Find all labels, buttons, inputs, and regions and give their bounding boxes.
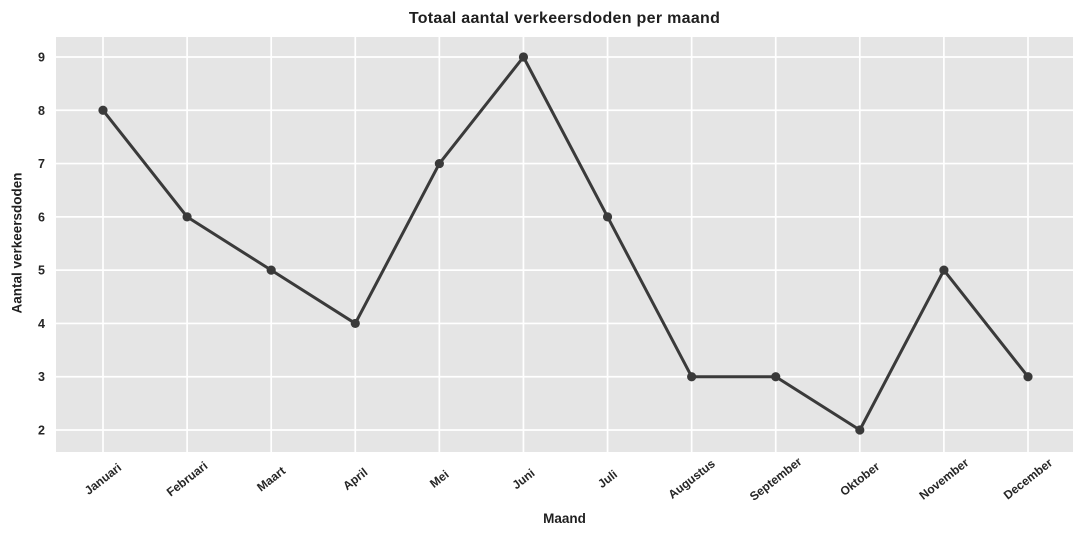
- x-tick-label: Oktober: [837, 459, 882, 499]
- data-point-marker: [687, 372, 697, 382]
- y-tick-label: 3: [38, 370, 45, 384]
- x-axis-label: Maand: [543, 511, 586, 526]
- plot-area: [56, 37, 1073, 452]
- chart-title: Totaal aantal verkeersdoden per maand: [408, 10, 721, 27]
- x-tick-label: Januari: [82, 460, 124, 497]
- data-point-marker: [518, 52, 529, 62]
- y-tick-label: 8: [38, 104, 45, 118]
- data-point-marker: [182, 212, 192, 222]
- y-tick-label: 7: [38, 157, 45, 171]
- y-tick-label: 2: [38, 424, 45, 438]
- data-point-marker: [602, 212, 613, 222]
- data-point-marker: [855, 425, 865, 435]
- x-tick-label: Juli: [595, 467, 620, 491]
- x-tick-label: November: [916, 455, 971, 502]
- data-line: [101, 55, 1030, 432]
- x-tick-label: Augustus: [666, 456, 718, 501]
- data-point-marker: [1023, 372, 1033, 382]
- data-point-marker: [434, 158, 444, 169]
- data-point-marker: [266, 265, 276, 275]
- x-tick-label: Februari: [164, 459, 210, 500]
- x-tick-label: Maart: [254, 464, 288, 495]
- data-point-marker: [350, 318, 360, 329]
- x-tick-label: April: [340, 465, 370, 493]
- data-point-marker: [771, 372, 781, 382]
- y-tick-label: 5: [38, 264, 45, 278]
- data-point-marker: [939, 265, 949, 275]
- y-axis-label: Aantal verkeersdoden: [9, 172, 25, 314]
- data-point-marker: [98, 105, 108, 115]
- x-tick-label: December: [1001, 455, 1056, 502]
- y-tick-label: 9: [38, 51, 45, 65]
- x-tick-label: Mei: [427, 467, 451, 490]
- x-tick-label: Juni: [509, 466, 537, 492]
- y-tick-label: 4: [38, 317, 45, 331]
- y-tick-label: 6: [38, 210, 45, 224]
- x-tick-label: September: [747, 454, 805, 503]
